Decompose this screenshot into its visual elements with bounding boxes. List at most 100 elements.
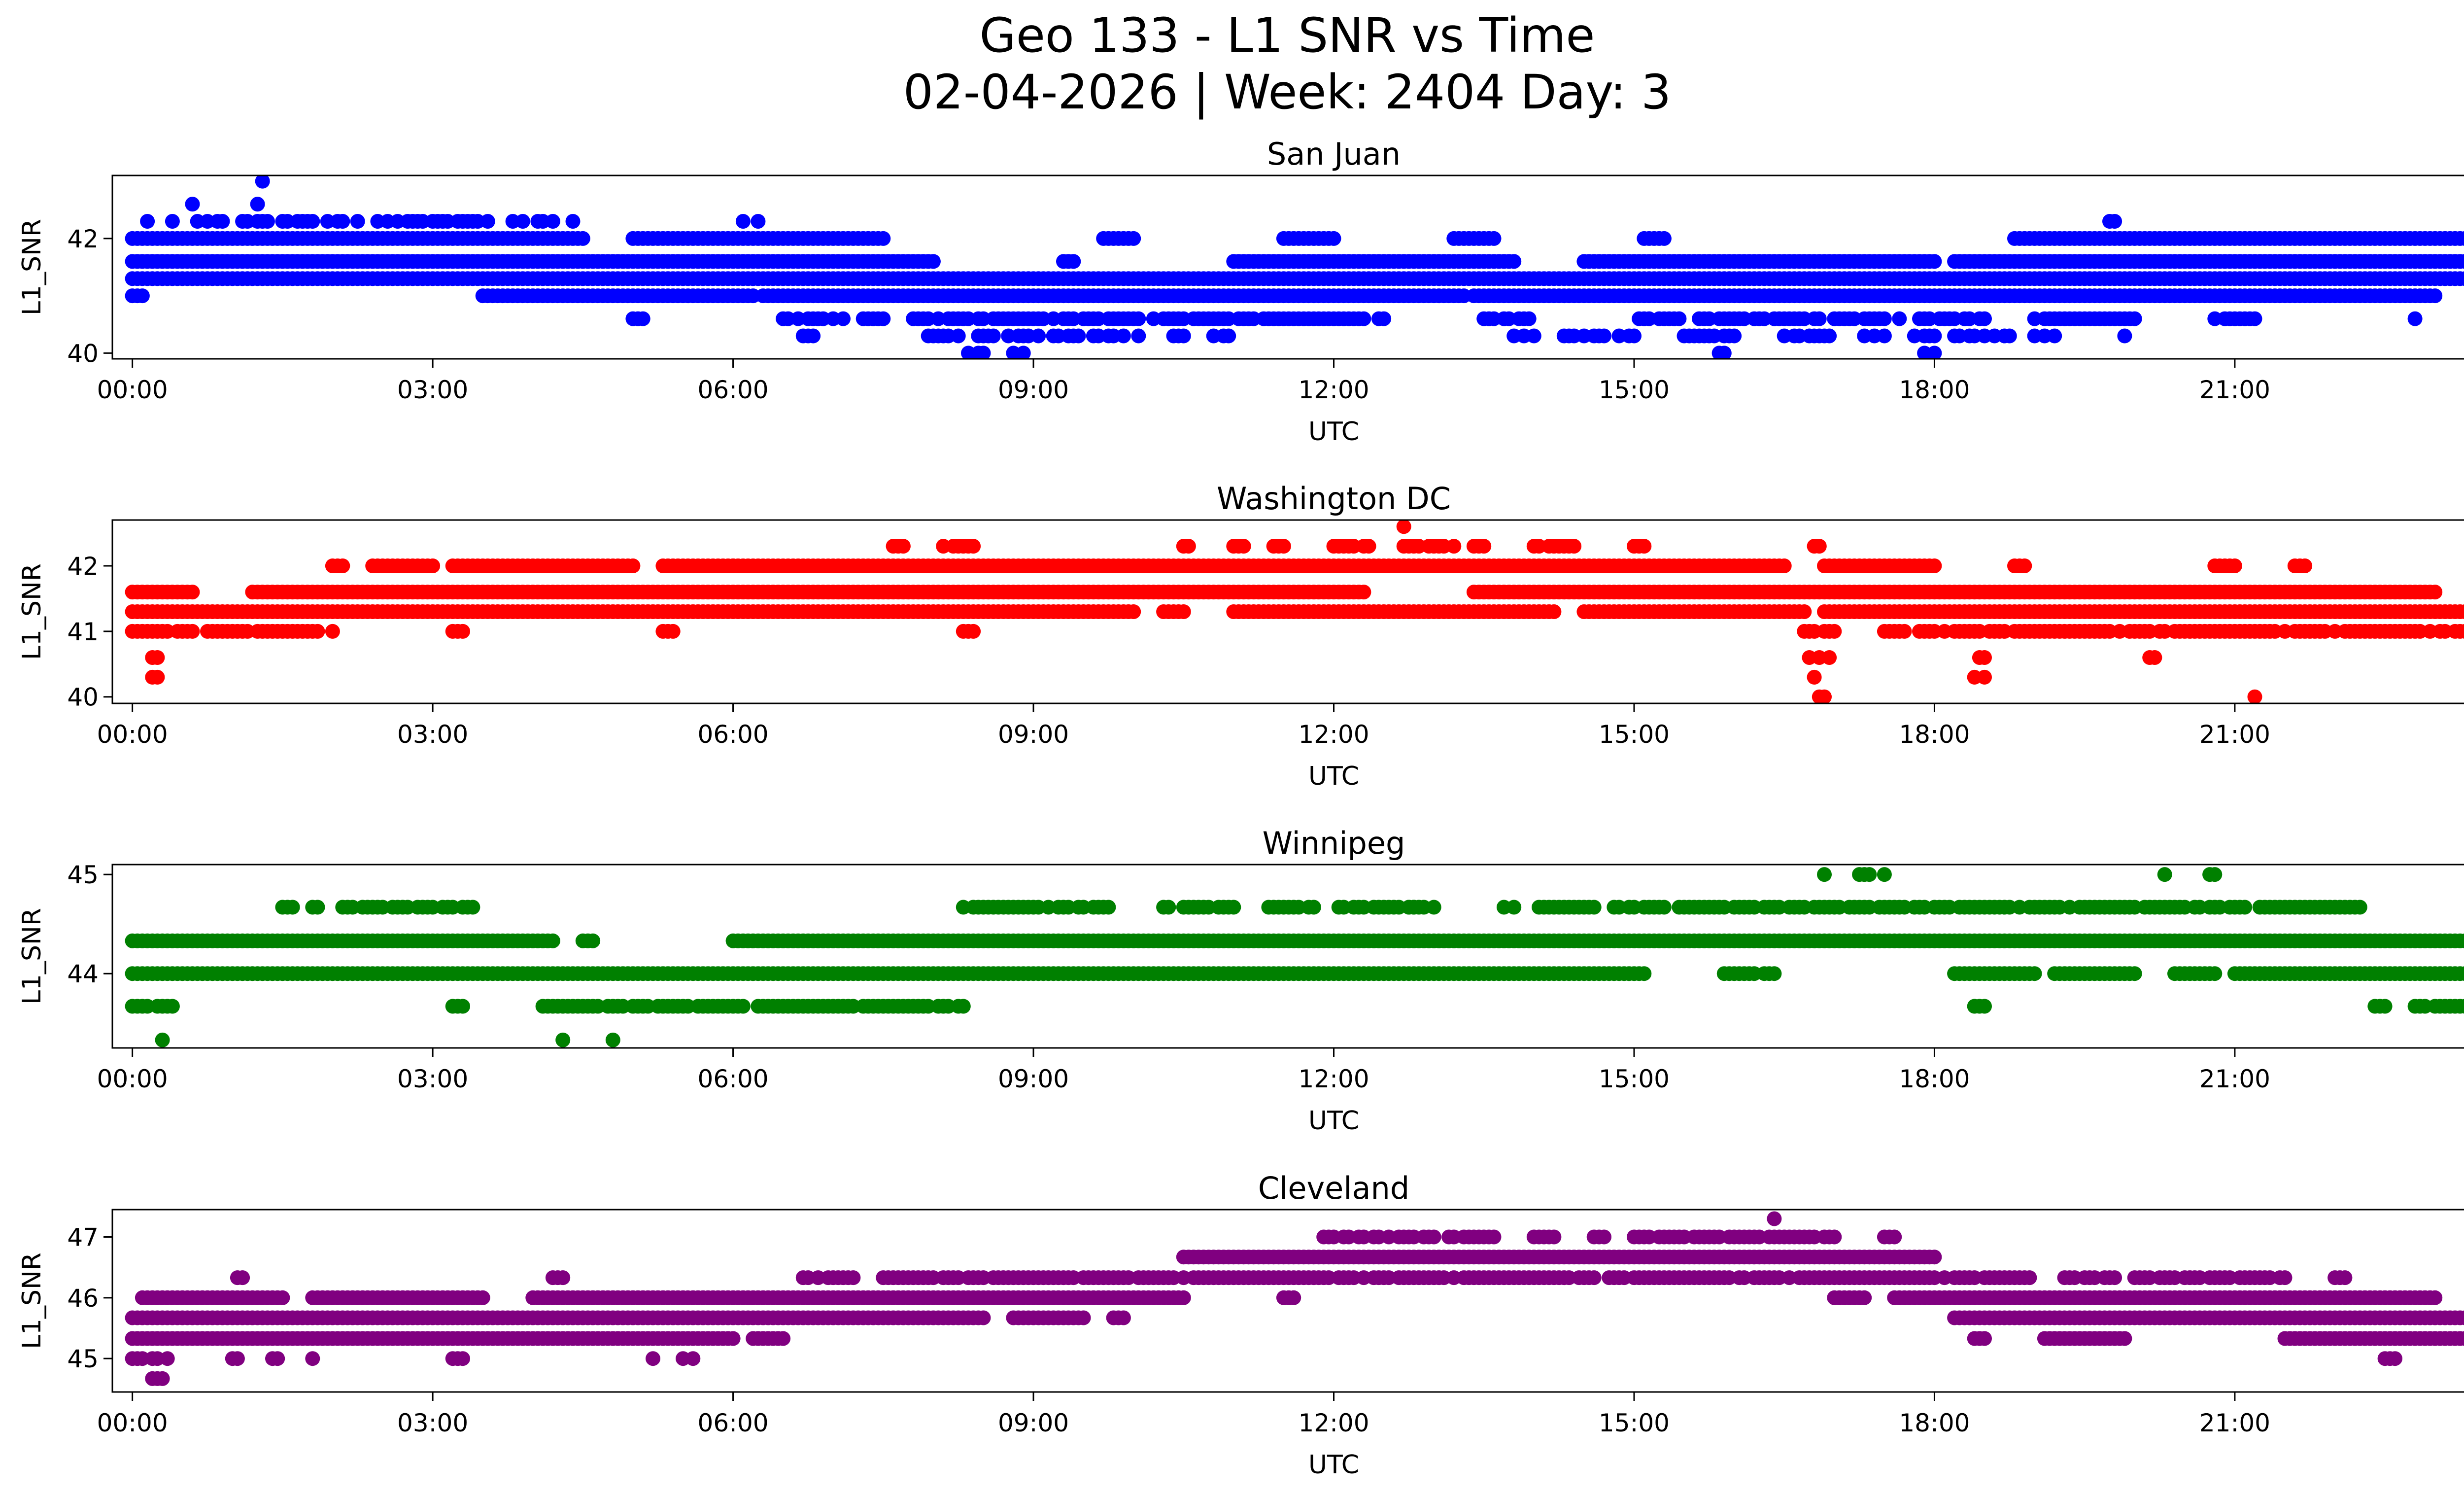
data-point: [2458, 933, 2464, 948]
data-point: [1066, 254, 1081, 269]
y-tick-label: 45: [67, 861, 99, 889]
data-point: [325, 624, 340, 639]
data-point: [425, 558, 441, 573]
data-point: [836, 311, 851, 326]
data-point: [565, 214, 581, 229]
data-point: [1777, 558, 1792, 573]
x-tick-label: 15:00: [1599, 720, 1670, 749]
data-point: [545, 933, 560, 948]
data-point: [2377, 999, 2393, 1014]
data-point: [2297, 558, 2313, 573]
x-tick-label: 18:00: [1899, 1065, 1970, 1093]
data-point: [1812, 311, 1827, 326]
data-point: [1887, 1229, 1902, 1245]
data-point: [335, 214, 350, 229]
y-axis-label: L1_SNR: [17, 563, 47, 660]
data-point: [2458, 231, 2464, 246]
data-point: [1101, 900, 1116, 915]
data-point: [1656, 900, 1672, 915]
data-point: [1276, 539, 1291, 554]
data-point: [305, 214, 320, 229]
data-point: [1236, 539, 1251, 554]
data-point: [1126, 604, 1141, 619]
data-point: [1637, 539, 1652, 554]
x-tick-label: 00:00: [97, 1065, 168, 1093]
data-point: [1927, 346, 1942, 359]
data-point: [2227, 558, 2242, 573]
data-point: [1977, 669, 1992, 685]
data-point: [1521, 311, 1537, 326]
data-point: [545, 214, 560, 229]
data-point: [1376, 311, 1392, 326]
data-point: [2107, 214, 2122, 229]
data-point: [150, 650, 165, 665]
data-point: [555, 1032, 571, 1047]
data-point: [185, 624, 200, 639]
x-tick-label: 03:00: [397, 376, 468, 404]
data-point: [1927, 328, 1942, 344]
data-point: [135, 288, 150, 304]
data-point: [2407, 311, 2423, 326]
data-point: [1822, 328, 1837, 344]
y-tick-label: 41: [67, 618, 99, 646]
data-point: [1597, 1229, 1611, 1245]
data-point: [2157, 867, 2172, 882]
data-point: [735, 999, 751, 1014]
data-point: [250, 197, 265, 212]
data-point: [1126, 231, 1141, 246]
data-point: [1586, 900, 1602, 915]
y-axis-label: L1_SNR: [17, 219, 47, 315]
data-point: [455, 999, 470, 1014]
x-tick-label: 09:00: [998, 1065, 1069, 1093]
y-axis-label: L1_SNR: [17, 908, 47, 1005]
data-point: [1862, 867, 1877, 882]
data-point: [2463, 274, 2464, 283]
scatter-points: [125, 175, 2464, 359]
data-point: [1306, 900, 1321, 915]
y-tick-label: 40: [67, 683, 99, 712]
data-point: [165, 999, 180, 1014]
data-point: [1977, 999, 1992, 1014]
data-point: [310, 624, 325, 639]
data-point: [1822, 650, 1837, 665]
data-point: [846, 1270, 861, 1286]
y-tick-label: 44: [67, 960, 99, 988]
data-point: [966, 539, 981, 554]
data-point: [1977, 650, 1992, 665]
data-point: [2117, 328, 2132, 344]
data-point: [1446, 539, 1462, 554]
data-point: [876, 231, 891, 246]
data-point: [1597, 328, 1611, 344]
data-point: [1827, 1229, 1842, 1245]
data-point: [2463, 969, 2464, 978]
x-axis-label: UTC: [1308, 417, 1359, 447]
x-tick-label: 00:00: [97, 720, 168, 749]
data-point: [751, 214, 766, 229]
scatter-points: [125, 867, 2464, 1047]
data-point: [185, 585, 200, 600]
data-point: [2247, 689, 2262, 703]
data-point: [1181, 539, 1196, 554]
data-point: [575, 231, 590, 246]
data-point: [1426, 1229, 1441, 1245]
data-point: [1546, 1229, 1562, 1245]
data-point: [1817, 867, 1832, 882]
data-point: [1567, 539, 1582, 554]
data-point: [2463, 257, 2464, 266]
data-point: [1546, 604, 1562, 619]
data-point: [2147, 650, 2162, 665]
data-point: [1356, 311, 1371, 326]
data-point: [1727, 328, 1742, 344]
x-tick-label: 15:00: [1599, 376, 1670, 404]
y-tick-label: 42: [67, 552, 99, 581]
x-tick-label: 18:00: [1899, 720, 1970, 749]
data-point: [2127, 311, 2142, 326]
data-point: [1326, 231, 1341, 246]
figure-title-line1: Geo 133 - L1 SNR vs Time: [980, 8, 1595, 63]
data-point: [2352, 900, 2367, 915]
y-tick-label: 42: [67, 225, 99, 253]
figure-title-line2: 02-04-2026 | Week: 2404 Day: 3: [903, 65, 1672, 120]
